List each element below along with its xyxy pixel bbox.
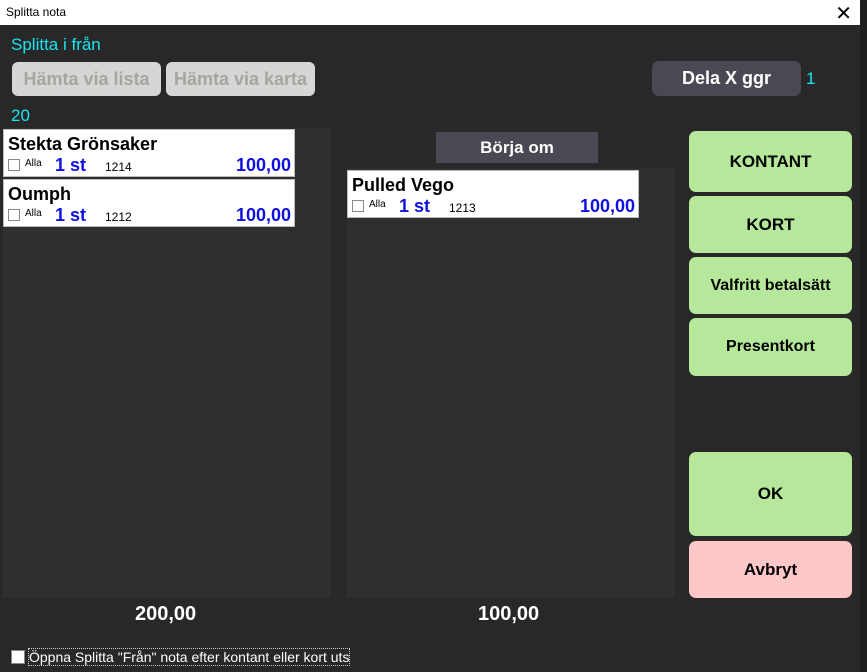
all-checkbox[interactable] <box>352 200 364 212</box>
cash-button[interactable]: KONTANT <box>689 131 852 192</box>
restart-button[interactable]: Börja om <box>436 132 598 163</box>
item-price: 100,00 <box>579 196 635 216</box>
cancel-button[interactable]: Avbryt <box>689 541 852 598</box>
all-label: Alla <box>25 208 42 219</box>
window-title: Splitta nota <box>6 5 67 19</box>
open-option-checkbox[interactable] <box>11 650 25 664</box>
all-checkbox[interactable] <box>8 159 20 171</box>
any-payment-button[interactable]: Valfritt betalsätt <box>689 257 852 314</box>
table-number: 20 <box>11 106 30 125</box>
from-list[interactable]: Stekta Grönsaker Alla 1 st 1214 100,00 O… <box>3 128 331 598</box>
item-name: Oumph <box>8 184 71 204</box>
item-code: 1212 <box>105 210 132 224</box>
all-label: Alla <box>369 199 386 210</box>
close-icon[interactable]: ✕ <box>835 3 852 25</box>
title-bar: Splitta nota ✕ <box>0 0 860 25</box>
split-count: 1 <box>806 69 816 88</box>
fetch-map-button[interactable]: Hämta via karta <box>166 62 315 96</box>
item-name: Pulled Vego <box>352 175 455 195</box>
card-button[interactable]: KORT <box>689 196 852 253</box>
to-list[interactable]: Pulled Vego Alla 1 st 1213 100,00 <box>347 168 675 598</box>
item-code: 1214 <box>105 160 132 174</box>
list-item[interactable]: Pulled Vego Alla 1 st 1213 100,00 <box>347 170 639 218</box>
item-name: Stekta Grönsaker <box>8 134 158 154</box>
open-option-label[interactable]: Öppna Splitta "Från" nota efter kontant … <box>28 648 350 666</box>
ok-button[interactable]: OK <box>689 452 852 536</box>
item-qty: 1 st <box>55 155 87 175</box>
gift-card-button[interactable]: Presentkort <box>689 318 852 376</box>
all-checkbox[interactable] <box>8 209 20 221</box>
item-qty: 1 st <box>55 205 87 225</box>
all-label: Alla <box>25 158 42 169</box>
from-total: 200,00 <box>135 603 197 625</box>
item-price: 100,00 <box>235 205 291 225</box>
fetch-list-button[interactable]: Hämta via lista <box>12 62 161 96</box>
item-price: 100,00 <box>235 155 291 175</box>
item-code: 1213 <box>449 201 476 215</box>
list-item[interactable]: Stekta Grönsaker Alla 1 st 1214 100,00 <box>3 129 295 177</box>
from-label: Splitta i från <box>11 35 101 54</box>
to-total: 100,00 <box>478 603 540 625</box>
split-x-times-button[interactable]: Dela X ggr <box>652 61 801 96</box>
list-item[interactable]: Oumph Alla 1 st 1212 100,00 <box>3 179 295 227</box>
item-qty: 1 st <box>399 196 431 216</box>
